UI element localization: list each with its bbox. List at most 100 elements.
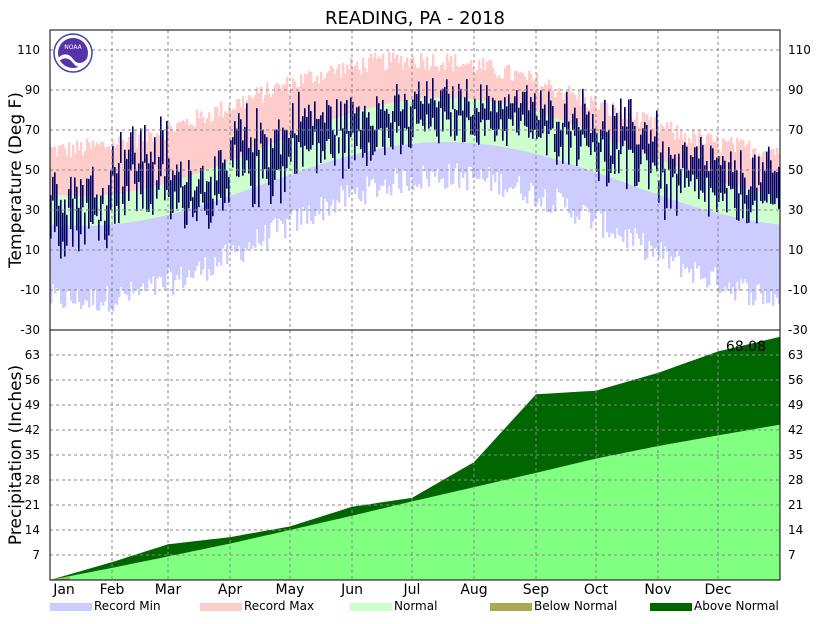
month-label: Jul (403, 582, 421, 598)
observed-temp-bar (266, 137, 268, 179)
record-max-band (320, 71, 323, 124)
record-min-band (400, 145, 403, 193)
record-min-band (620, 181, 623, 237)
observed-temp-bar (86, 178, 88, 203)
normal-band (86, 195, 89, 226)
observed-temp-bar (600, 129, 602, 152)
record-min-band (664, 196, 667, 247)
observed-temp-bar (66, 214, 68, 246)
record-min-band (104, 225, 107, 302)
record-min-band (322, 163, 325, 221)
record-min-band (544, 156, 547, 190)
record-max-band (516, 71, 519, 107)
record-min-band (468, 142, 471, 167)
record-max-band (70, 157, 73, 196)
record-max-band (360, 73, 363, 111)
observed-temp-bar (232, 137, 234, 168)
normal-band (712, 179, 715, 212)
record-min-band (304, 169, 307, 211)
record-min-band (370, 150, 373, 181)
record-min-band (616, 179, 619, 229)
record-max-band (90, 148, 93, 196)
normal-band (594, 133, 597, 173)
observed-temp-bar (698, 158, 700, 200)
record-max-band (308, 71, 311, 129)
normal-band (52, 194, 55, 225)
record-max-band (580, 104, 583, 128)
record-max-band (658, 133, 661, 160)
record-max-band (282, 84, 285, 139)
observed-temp-bar (538, 119, 540, 138)
normal-band (646, 154, 649, 191)
precip-tick-label-left: 63 (25, 348, 40, 362)
normal-band (440, 98, 443, 143)
record-max-band (332, 68, 335, 120)
record-min-band (144, 219, 147, 292)
record-min-band (750, 220, 753, 293)
normal-band (130, 191, 133, 223)
observed-temp-bar (598, 142, 600, 182)
observed-temp-bar (716, 157, 718, 212)
record-max-band (472, 68, 475, 100)
record-min-band (114, 224, 117, 304)
record-max-band (460, 66, 463, 99)
observed-temp-bar (160, 116, 162, 177)
normal-band (166, 183, 169, 216)
record-max-band (776, 148, 779, 194)
normal-band (500, 103, 503, 147)
record-max-band (72, 144, 75, 196)
record-min-band (450, 142, 453, 185)
record-min-band (296, 172, 299, 231)
record-max-band (242, 95, 245, 156)
record-max-band (290, 87, 293, 136)
observed-temp-bar (424, 95, 426, 132)
record-max-band (232, 109, 235, 160)
observed-temp-bar (230, 140, 232, 161)
normal-band (298, 132, 301, 172)
record-max-band (302, 83, 305, 131)
record-max-band (350, 57, 353, 114)
record-max-band (704, 143, 707, 177)
record-max-band (432, 54, 435, 99)
observed-temp-bar (500, 100, 502, 120)
observed-temp-bar (168, 158, 170, 198)
record-max-band (216, 107, 219, 167)
observed-temp-bar (660, 152, 662, 189)
record-min-band (128, 222, 131, 301)
record-min-band (532, 153, 535, 186)
temp-tick-label-left: -10 (20, 283, 40, 297)
normal-band (724, 183, 727, 216)
record-max-band (342, 62, 345, 117)
temp-tick-label-left: 50 (25, 163, 40, 177)
observed-temp-bar (774, 170, 776, 205)
record-max-band (368, 57, 371, 109)
observed-temp-bar (638, 144, 640, 182)
record-min-band (696, 207, 699, 269)
record-min-band (778, 224, 781, 305)
record-max-band (192, 125, 195, 175)
record-max-band (208, 112, 211, 170)
normal-band (592, 132, 595, 172)
observed-temp-bar (764, 171, 766, 201)
observed-temp-bar (106, 205, 108, 249)
normal-band (234, 158, 237, 195)
record-min-band (220, 199, 223, 266)
precip-tick-label-left: 49 (25, 398, 40, 412)
observed-temp-bar (130, 132, 132, 171)
observed-temp-bar (186, 182, 188, 225)
observed-temp-bar (544, 104, 546, 127)
observed-temp-bar (194, 190, 196, 213)
normal-band (656, 158, 659, 195)
record-min-band (344, 156, 347, 207)
record-min-band (708, 210, 711, 286)
record-max-band (180, 121, 183, 179)
record-min-band (176, 212, 179, 275)
legend-label: Above Normal (694, 599, 779, 613)
record-max-band (262, 102, 265, 148)
record-max-band (84, 150, 87, 196)
record-min-band (430, 142, 433, 171)
precip-tick-label-right: 49 (788, 398, 803, 412)
record-max-band (412, 56, 415, 100)
normal-band (304, 129, 307, 170)
record-min-band (234, 194, 237, 253)
